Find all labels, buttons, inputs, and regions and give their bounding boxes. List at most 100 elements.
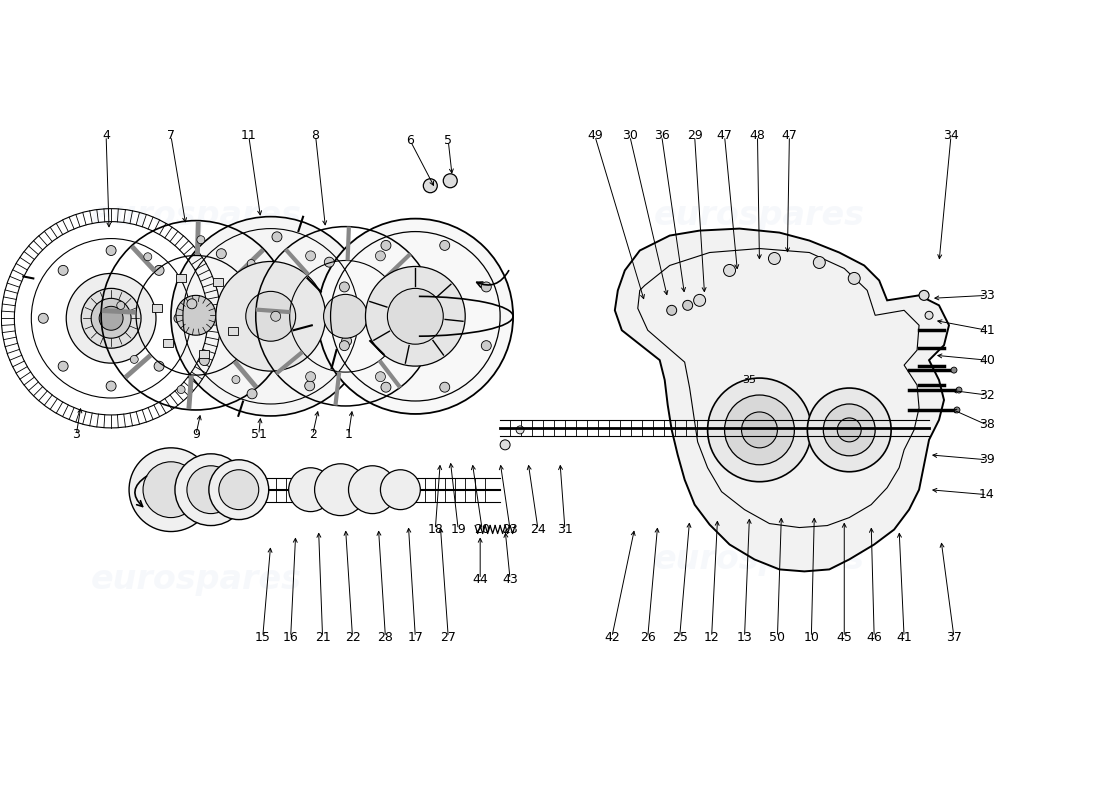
Bar xyxy=(213,278,223,286)
Text: 14: 14 xyxy=(979,488,994,501)
Circle shape xyxy=(174,314,184,323)
Text: 3: 3 xyxy=(73,428,80,442)
Circle shape xyxy=(683,300,693,310)
Text: 37: 37 xyxy=(946,630,961,644)
Text: 32: 32 xyxy=(979,389,994,402)
Text: 11: 11 xyxy=(241,130,256,142)
Text: 4: 4 xyxy=(102,130,110,142)
Text: 26: 26 xyxy=(640,630,656,644)
Circle shape xyxy=(482,282,492,292)
Circle shape xyxy=(349,466,396,514)
Circle shape xyxy=(306,251,316,261)
Text: 17: 17 xyxy=(407,630,424,644)
Text: 25: 25 xyxy=(672,630,688,644)
Circle shape xyxy=(129,448,213,531)
Circle shape xyxy=(175,454,246,526)
Text: 29: 29 xyxy=(686,130,703,142)
Text: 21: 21 xyxy=(315,630,330,644)
Circle shape xyxy=(117,302,124,310)
Circle shape xyxy=(143,462,199,518)
Text: 5: 5 xyxy=(444,134,452,147)
Circle shape xyxy=(482,341,492,350)
Text: 31: 31 xyxy=(557,523,573,536)
Circle shape xyxy=(952,367,957,373)
Polygon shape xyxy=(615,229,949,571)
Circle shape xyxy=(340,282,350,292)
Circle shape xyxy=(440,241,450,250)
Circle shape xyxy=(232,376,240,383)
Text: 36: 36 xyxy=(653,130,670,142)
Circle shape xyxy=(176,295,216,335)
Circle shape xyxy=(199,356,209,366)
Text: 39: 39 xyxy=(979,454,994,466)
Circle shape xyxy=(342,336,352,346)
Bar xyxy=(176,274,186,282)
Text: 8: 8 xyxy=(311,130,320,142)
Circle shape xyxy=(216,262,326,371)
Circle shape xyxy=(99,306,123,330)
Bar xyxy=(152,303,162,311)
Text: 18: 18 xyxy=(428,523,443,536)
Circle shape xyxy=(248,259,255,267)
Circle shape xyxy=(424,178,438,193)
Circle shape xyxy=(248,389,257,398)
Circle shape xyxy=(323,294,367,338)
Text: 19: 19 xyxy=(450,523,466,536)
Text: 43: 43 xyxy=(503,573,518,586)
Circle shape xyxy=(39,314,48,323)
Text: 42: 42 xyxy=(604,630,619,644)
Circle shape xyxy=(272,232,282,242)
Circle shape xyxy=(410,311,420,322)
Text: 45: 45 xyxy=(836,630,852,644)
Text: 13: 13 xyxy=(737,630,752,644)
Circle shape xyxy=(381,241,390,250)
Text: 22: 22 xyxy=(344,630,361,644)
Circle shape xyxy=(707,378,812,482)
Circle shape xyxy=(769,253,780,265)
Text: eurospares: eurospares xyxy=(90,563,301,596)
Circle shape xyxy=(920,290,929,300)
Circle shape xyxy=(197,236,205,244)
Circle shape xyxy=(177,386,185,394)
Text: 49: 49 xyxy=(587,130,603,142)
Circle shape xyxy=(306,372,316,382)
Text: 9: 9 xyxy=(192,428,200,442)
Circle shape xyxy=(187,299,197,309)
Circle shape xyxy=(81,288,141,348)
Text: 7: 7 xyxy=(167,130,175,142)
Circle shape xyxy=(365,266,465,366)
Circle shape xyxy=(387,288,443,344)
Circle shape xyxy=(288,468,332,512)
Circle shape xyxy=(245,291,296,342)
Circle shape xyxy=(209,460,268,519)
Text: 24: 24 xyxy=(530,523,546,536)
Circle shape xyxy=(375,372,385,382)
Circle shape xyxy=(516,426,524,434)
Circle shape xyxy=(219,470,258,510)
Text: 41: 41 xyxy=(896,630,912,644)
Circle shape xyxy=(318,218,513,414)
Circle shape xyxy=(694,294,705,306)
Circle shape xyxy=(305,381,315,391)
Text: 27: 27 xyxy=(440,630,456,644)
Circle shape xyxy=(837,418,861,442)
Circle shape xyxy=(375,251,385,261)
Text: 16: 16 xyxy=(283,630,298,644)
Circle shape xyxy=(954,407,960,413)
Circle shape xyxy=(807,388,891,472)
Bar xyxy=(199,350,209,358)
Text: 12: 12 xyxy=(704,630,719,644)
Text: 2: 2 xyxy=(309,428,317,442)
Circle shape xyxy=(381,382,390,392)
Circle shape xyxy=(66,274,156,363)
Text: 51: 51 xyxy=(251,428,266,442)
Text: 46: 46 xyxy=(867,630,882,644)
Circle shape xyxy=(271,311,281,322)
Bar xyxy=(228,326,238,334)
Circle shape xyxy=(106,246,117,255)
Circle shape xyxy=(925,311,933,319)
Text: 15: 15 xyxy=(255,630,271,644)
Circle shape xyxy=(130,355,139,363)
Circle shape xyxy=(440,382,450,392)
Circle shape xyxy=(823,404,876,456)
